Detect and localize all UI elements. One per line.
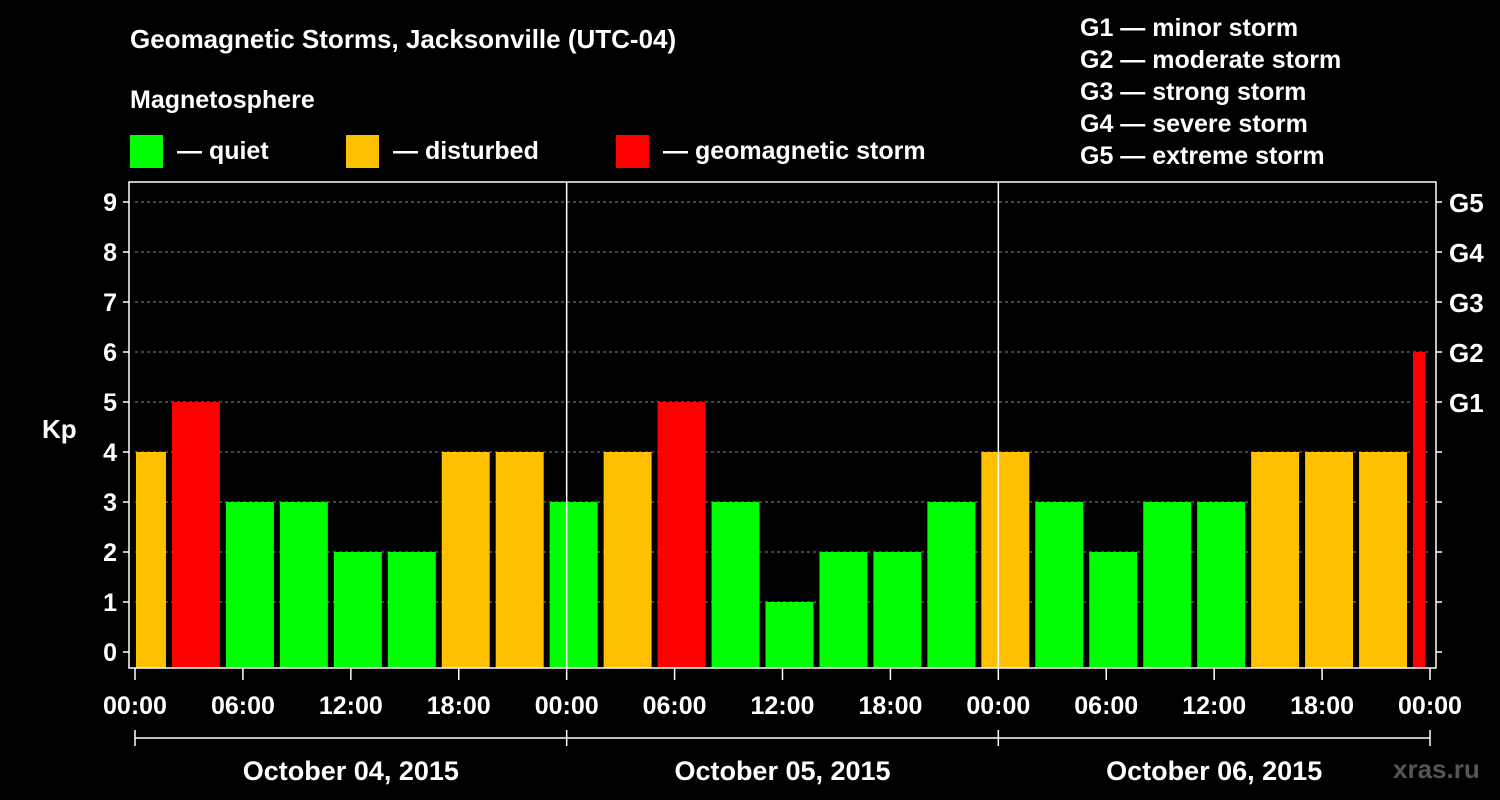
legend-swatch-disturbed bbox=[346, 134, 379, 168]
y-tick-label: 2 bbox=[103, 539, 117, 567]
day-label: October 06, 2015 bbox=[1106, 756, 1322, 786]
kp-bar bbox=[1143, 502, 1192, 668]
kp-bar bbox=[333, 552, 382, 668]
legend-swatch-quiet bbox=[130, 134, 163, 168]
y-tick-label: 4 bbox=[103, 439, 117, 467]
y-tick-label: 8 bbox=[103, 239, 117, 267]
kp-bar bbox=[1359, 452, 1408, 668]
g-scale-legend-item: G4 — severe storm bbox=[1080, 110, 1308, 138]
day-label: October 04, 2015 bbox=[243, 756, 459, 786]
kp-bar bbox=[279, 502, 328, 668]
kp-bar bbox=[441, 452, 490, 668]
y-tick-label: 0 bbox=[103, 639, 117, 667]
kp-bar bbox=[927, 502, 976, 668]
kp-bar bbox=[136, 452, 166, 668]
x-tick-label: 00:00 bbox=[535, 692, 599, 720]
kp-bar bbox=[225, 502, 274, 668]
g-scale-tick-label: G4 bbox=[1449, 238, 1484, 268]
x-tick-label: 12:00 bbox=[319, 692, 383, 720]
legend-disturbed: — disturbed bbox=[346, 134, 539, 168]
x-tick-label: 00:00 bbox=[103, 692, 167, 720]
g-scale-tick-label: G2 bbox=[1449, 338, 1484, 368]
chart-title: Geomagnetic Storms, Jacksonville (UTC-04… bbox=[130, 24, 677, 54]
kp-bar bbox=[387, 552, 436, 668]
legend-swatch-storm bbox=[616, 134, 649, 168]
y-tick-label: 6 bbox=[103, 339, 117, 367]
g-scale-tick-label: G1 bbox=[1449, 388, 1484, 418]
y-axis-label: Kp bbox=[42, 414, 77, 444]
x-tick-label: 06:00 bbox=[211, 692, 275, 720]
g-scale-legend-item: G2 — moderate storm bbox=[1080, 46, 1342, 74]
legend-label-storm: — geomagnetic storm bbox=[663, 136, 926, 165]
kp-bar bbox=[549, 502, 598, 668]
y-tick-label: 5 bbox=[103, 389, 117, 417]
g-scale-tick-label: G3 bbox=[1449, 288, 1484, 318]
x-tick-label: 18:00 bbox=[858, 692, 922, 720]
y-tick-label: 1 bbox=[103, 589, 117, 617]
kp-bar bbox=[981, 452, 1030, 668]
kp-bar bbox=[711, 502, 760, 668]
g-scale-legend-item: G3 — strong storm bbox=[1080, 78, 1307, 106]
x-tick-label: 06:00 bbox=[1074, 692, 1138, 720]
kp-bar bbox=[819, 552, 868, 668]
legend-label-quiet: — quiet bbox=[177, 136, 269, 165]
x-tick-label: 12:00 bbox=[751, 692, 815, 720]
g-scale-tick-label: G5 bbox=[1449, 188, 1484, 218]
x-tick-label: 06:00 bbox=[643, 692, 707, 720]
y-tick-label: 7 bbox=[103, 289, 117, 317]
kp-bar bbox=[171, 402, 220, 668]
y-tick-label: 9 bbox=[103, 189, 117, 217]
kp-bar bbox=[1251, 452, 1300, 668]
kp-bar bbox=[657, 402, 706, 668]
x-tick-label: 00:00 bbox=[1398, 692, 1462, 720]
kp-bar bbox=[495, 452, 544, 668]
watermark: xras.ru bbox=[1393, 754, 1480, 784]
kp-bar bbox=[1305, 452, 1354, 668]
kp-bar bbox=[1197, 502, 1246, 668]
kp-bar bbox=[603, 452, 652, 668]
day-label: October 05, 2015 bbox=[674, 756, 890, 786]
x-tick-label: 18:00 bbox=[427, 692, 491, 720]
magnetosphere-label: Magnetosphere bbox=[130, 86, 315, 114]
y-tick-label: 3 bbox=[103, 489, 117, 517]
g-scale-legend: G1 — minor storm G2 — moderate storm G3 … bbox=[1080, 12, 1341, 172]
g-scale-legend-item: G5 — extreme storm bbox=[1080, 142, 1325, 170]
g-scale-legend-item: G1 — minor storm bbox=[1080, 14, 1299, 42]
kp-bar bbox=[873, 552, 922, 668]
legend-storm: — geomagnetic storm bbox=[616, 134, 926, 168]
x-tick-label: 18:00 bbox=[1290, 692, 1354, 720]
kp-bar bbox=[1089, 552, 1138, 668]
x-tick-label: 12:00 bbox=[1182, 692, 1246, 720]
kp-bar bbox=[1413, 352, 1425, 668]
kp-bar bbox=[1035, 502, 1084, 668]
kp-bar bbox=[765, 602, 814, 668]
legend-label-disturbed: — disturbed bbox=[393, 136, 539, 165]
x-tick-label: 00:00 bbox=[966, 692, 1030, 720]
legend-quiet: — quiet bbox=[130, 134, 269, 168]
